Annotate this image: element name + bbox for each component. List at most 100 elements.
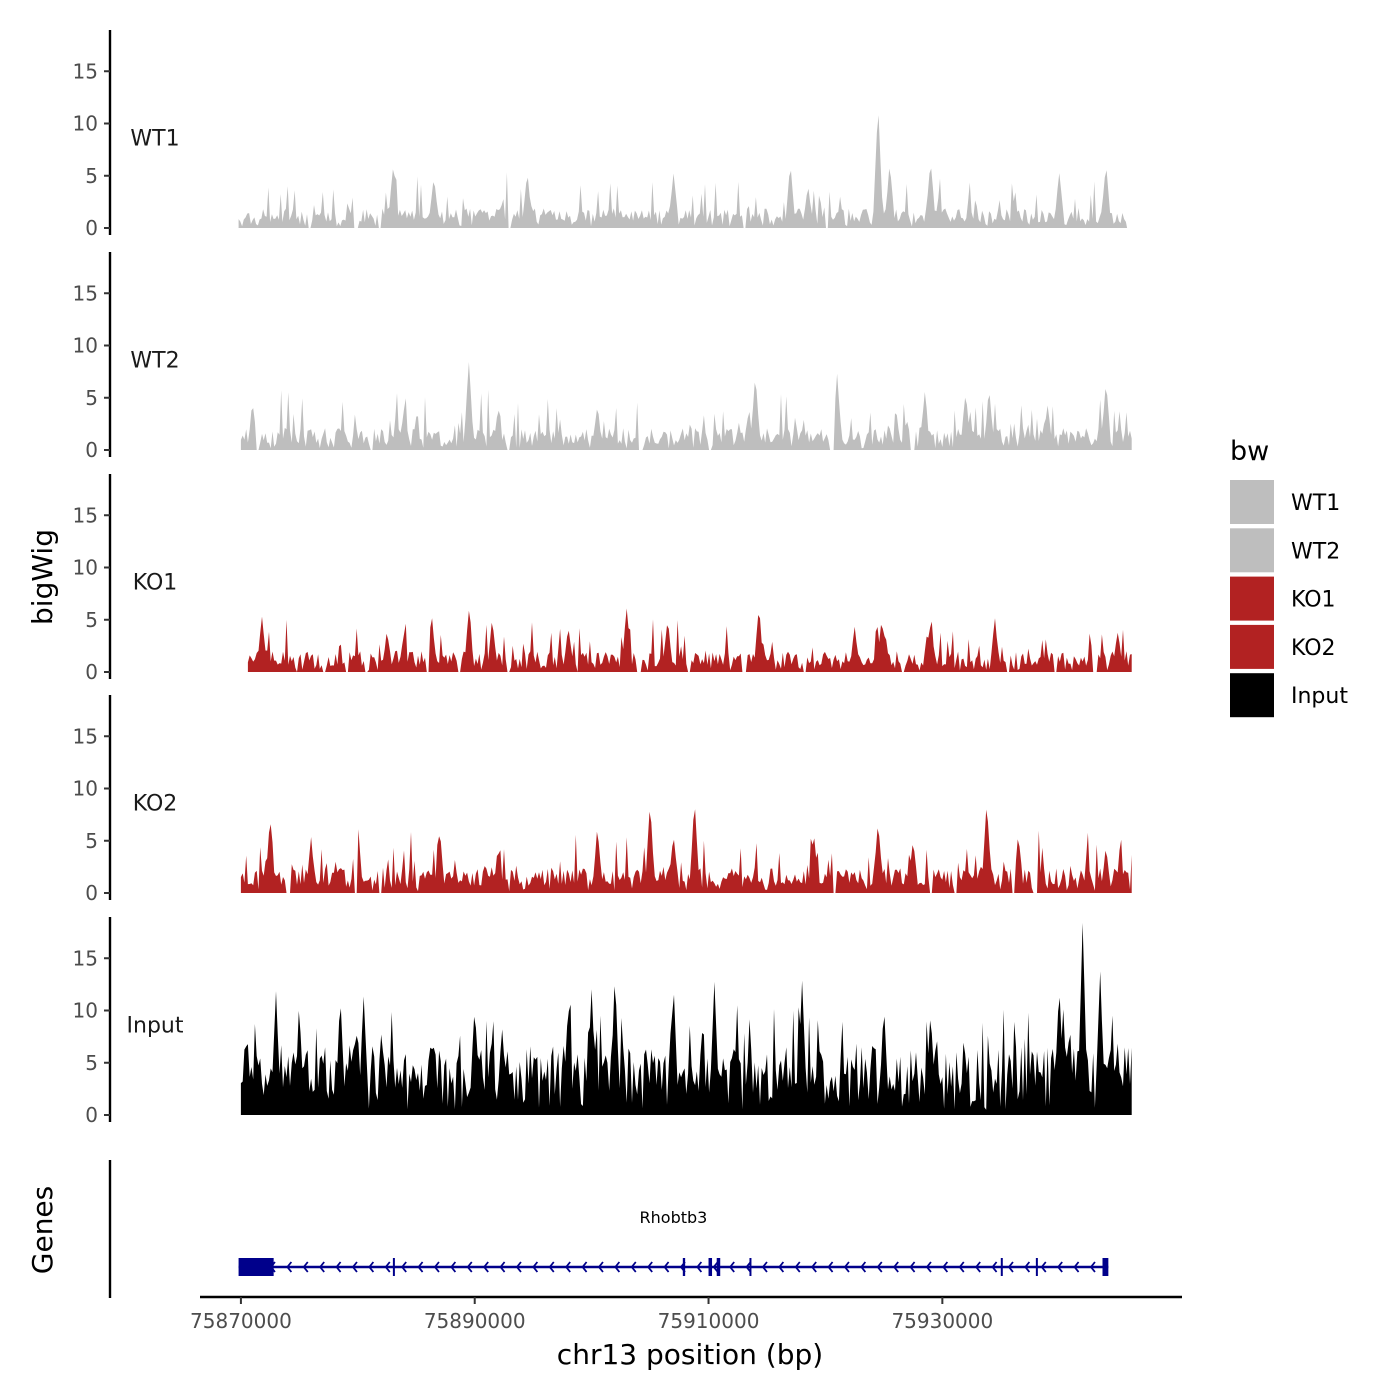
coverage-area	[247, 608, 1132, 672]
strand-arrow	[745, 1261, 752, 1273]
track-label: Input	[127, 1013, 184, 1038]
track-ko1: 0 5 10 15 KO1	[73, 474, 1132, 684]
strand-arrow	[1040, 1261, 1047, 1273]
strand-arrow	[696, 1261, 703, 1273]
strand-arrow	[909, 1261, 916, 1273]
strand-arrow	[368, 1261, 375, 1273]
y-axis-title: bigWig	[26, 529, 59, 625]
y-tick-label: 15	[73, 724, 98, 748]
y-tick-label: 15	[73, 946, 98, 970]
strand-arrow	[335, 1261, 342, 1273]
strand-arrow	[778, 1261, 785, 1273]
strand-arrow	[302, 1261, 309, 1273]
gene-exon	[1102, 1258, 1109, 1276]
strand-arrow	[597, 1261, 604, 1273]
legend: bw WT1 WT2 KO1 KO2 Input	[1230, 436, 1348, 718]
strand-arrow	[532, 1261, 539, 1273]
legend-item-ko1: KO1	[1230, 576, 1336, 621]
y-tick-label: 10	[73, 777, 98, 801]
strand-arrow	[286, 1261, 293, 1273]
gene-exon	[1000, 1258, 1003, 1276]
strand-arrow	[450, 1261, 457, 1273]
gene-exon	[716, 1258, 721, 1276]
strand-arrow	[925, 1261, 932, 1273]
strand-arrow	[466, 1261, 473, 1273]
coverage-tracks: 0 5 10 15 WT1 0 5 10 15 WT2 0 5 10 15 KO1 0 5 10 15 KO2 0 5 10…	[73, 30, 1132, 1127]
legend-item-ko2: KO2	[1230, 624, 1336, 669]
track-label: WT1	[130, 126, 179, 151]
strand-arrow	[991, 1261, 998, 1273]
gene-rhobtb3: Rhobtb3	[238, 1208, 1109, 1276]
y-tick-label: 0	[85, 216, 98, 240]
track-wt2: 0 5 10 15 WT2	[73, 252, 1132, 462]
strand-arrow	[417, 1261, 424, 1273]
strand-arrow	[794, 1261, 801, 1273]
y-tick-label: 15	[73, 59, 98, 83]
x-tick-label: 75930000	[891, 1309, 993, 1333]
legend-swatch	[1230, 480, 1274, 524]
x-tick-label: 75890000	[424, 1309, 526, 1333]
y-tick-label: 0	[85, 438, 98, 462]
x-axis: 75870000 75890000 75910000 75930000	[190, 1295, 1182, 1333]
y-tick-label: 15	[73, 281, 98, 305]
strand-arrow	[942, 1261, 949, 1273]
legend-label: WT1	[1291, 491, 1340, 516]
strand-arrow	[319, 1261, 325, 1273]
track-input: 0 5 10 15 Input	[73, 917, 1132, 1127]
strand-arrow	[843, 1261, 850, 1273]
strand-arrow	[1007, 1261, 1014, 1273]
y-tick-label: 10	[73, 334, 98, 358]
strand-arrow	[647, 1261, 653, 1273]
strand-arrow	[827, 1261, 834, 1273]
gene-exon	[392, 1258, 395, 1276]
x-tick-label: 75910000	[658, 1309, 760, 1333]
legend-label: WT2	[1291, 539, 1340, 564]
legend-label: KO1	[1291, 588, 1336, 613]
legend-title: bw	[1230, 436, 1269, 467]
y-tick-label: 5	[85, 1051, 98, 1075]
gene-exon	[1035, 1258, 1038, 1276]
strand-arrow	[384, 1261, 391, 1273]
strand-arrow	[614, 1261, 621, 1273]
strand-arrow	[581, 1261, 588, 1273]
legend-label: Input	[1291, 684, 1348, 709]
coverage-area	[240, 922, 1132, 1115]
genes-axis-title: Genes	[26, 1186, 59, 1274]
strand-arrow	[860, 1261, 867, 1273]
strand-arrow	[499, 1261, 506, 1273]
y-tick-label: 10	[73, 999, 98, 1023]
strand-arrow	[663, 1261, 670, 1273]
y-tick-label: 0	[85, 660, 98, 684]
legend-item-wt1: WT1	[1230, 480, 1340, 524]
coverage-area	[238, 115, 1128, 228]
coverage-area	[240, 809, 1132, 893]
legend-item-input: Input	[1230, 673, 1348, 718]
y-tick-label: 5	[85, 608, 98, 632]
strand-arrow	[565, 1261, 571, 1273]
gene-name: Rhobtb3	[640, 1208, 708, 1227]
strand-arrow	[401, 1261, 407, 1273]
strand-arrow	[1057, 1261, 1063, 1273]
legend-swatch	[1230, 624, 1274, 669]
strand-arrow	[351, 1261, 358, 1273]
x-axis-title: chr13 position (bp)	[557, 1338, 823, 1371]
legend-label: KO2	[1291, 636, 1336, 661]
y-tick-label: 0	[85, 1103, 98, 1127]
strand-arrow	[876, 1261, 883, 1273]
y-tick-label: 0	[85, 881, 98, 905]
strand-arrow	[433, 1261, 440, 1273]
y-tick-label: 5	[85, 829, 98, 853]
track-label: KO2	[133, 791, 178, 816]
gene-exon	[682, 1258, 686, 1276]
legend-item-wt2: WT2	[1230, 528, 1340, 573]
gene-track: Rhobtb3	[108, 1160, 1109, 1298]
strand-arrow	[729, 1261, 735, 1273]
gene-exon	[708, 1258, 713, 1276]
strand-arrow	[515, 1261, 522, 1273]
strand-arrow	[1089, 1261, 1096, 1273]
x-tick-label: 75870000	[190, 1309, 292, 1333]
track-ko2: 0 5 10 15 KO2	[73, 695, 1132, 905]
strand-arrow	[811, 1261, 817, 1273]
y-tick-label: 15	[73, 503, 98, 527]
